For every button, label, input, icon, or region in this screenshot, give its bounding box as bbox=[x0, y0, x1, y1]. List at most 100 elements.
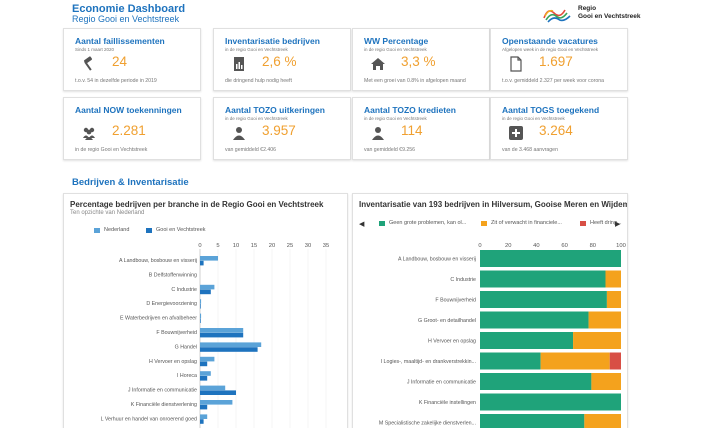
kpi-card[interactable]: Inventarisatie bedrijven in de regio Gooi… bbox=[213, 28, 351, 91]
kpi-value: 2,6 % bbox=[262, 54, 297, 69]
kpi-card[interactable]: Aantal TOZO kredieten in de regio Gooi en… bbox=[352, 97, 490, 160]
bar-geen-problemen[interactable] bbox=[480, 311, 589, 329]
bar-nederland[interactable] bbox=[200, 414, 208, 419]
kpi-footer: t.o.v. gemiddeld 2.327 per week voor cor… bbox=[502, 78, 604, 84]
bar-nederland[interactable] bbox=[200, 371, 211, 376]
bar-financiele-problemen[interactable] bbox=[584, 414, 621, 428]
kpi-card[interactable]: Aantal NOW toekenningen 2.281 in de regio … bbox=[63, 97, 201, 160]
kpi-title: Inventarisatie bedrijven bbox=[225, 36, 320, 46]
kpi-subtitle: Sinds 1 maart 2020 bbox=[75, 47, 115, 52]
kpi-title: Aantal faillissementen bbox=[75, 36, 165, 46]
bar-financiele-problemen[interactable] bbox=[591, 373, 621, 390]
plus-box-icon bbox=[508, 125, 524, 141]
legend-prev-icon[interactable]: ◀ bbox=[359, 221, 365, 228]
bar-gooi-vechtstreek[interactable] bbox=[200, 361, 208, 367]
bar-gooi-vechtstreek[interactable] bbox=[200, 304, 201, 309]
kpi-title: WW Percentage bbox=[364, 36, 429, 46]
kpi-subtitle: in de regio Gooi en Vechtstreek bbox=[225, 116, 288, 121]
kpi-footer: in de regio Gooi en Vechtstreek bbox=[75, 147, 148, 153]
category-label: E Waterbedrijven en afvalbeheer bbox=[120, 316, 197, 322]
x-tick-label: 30 bbox=[305, 243, 311, 249]
bar-gooi-vechtstreek[interactable] bbox=[200, 390, 236, 395]
kpi-card[interactable]: Aantal TOGS toegekend in de regio Gooi en… bbox=[490, 97, 628, 160]
person-icon bbox=[231, 125, 247, 141]
bar-nederland[interactable] bbox=[200, 299, 202, 304]
bar-financiele-problemen[interactable] bbox=[588, 311, 621, 329]
bar-gooi-vechtstreek[interactable] bbox=[200, 332, 244, 338]
bar-gooi-vechtstreek[interactable] bbox=[200, 318, 201, 323]
kpi-title: Openstaande vacatures bbox=[502, 36, 598, 46]
category-label: I Horeca bbox=[177, 373, 197, 379]
bar-gooi-vechtstreek[interactable] bbox=[200, 376, 208, 381]
bar-financiele-problemen[interactable] bbox=[605, 270, 621, 288]
bar-geen-problemen[interactable] bbox=[480, 352, 541, 370]
person-icon bbox=[370, 125, 386, 141]
bar-financiele-problemen[interactable] bbox=[540, 352, 610, 370]
bar-gooi-vechtstreek[interactable] bbox=[200, 419, 204, 424]
kpi-subtitle: in de regio Gooi en Vechtstreek bbox=[502, 116, 565, 121]
bar-gooi-vechtstreek[interactable] bbox=[200, 289, 211, 295]
section-title: Bedrijven & Inventarisatie bbox=[72, 177, 189, 188]
kpi-title: Aantal TOZO kredieten bbox=[364, 105, 456, 115]
legend-geen-problemen[interactable]: Geen grote problemen, kan ol... bbox=[379, 220, 466, 226]
kpi-footer: van de 3.468 aanvragen bbox=[502, 147, 558, 153]
legend-next-icon[interactable]: ▶ bbox=[615, 221, 621, 228]
bar-nederland[interactable] bbox=[200, 400, 233, 405]
bar-geen-problemen[interactable] bbox=[480, 373, 592, 390]
bar-geen-problemen[interactable] bbox=[480, 393, 621, 411]
category-label: C Industrie bbox=[171, 287, 197, 293]
chart-subtitle: Ten opzichte van Nederland bbox=[70, 210, 145, 216]
legend-financiele-problemen[interactable]: Zit of verwacht in financiele... bbox=[481, 220, 562, 226]
bar-geen-problemen[interactable] bbox=[480, 250, 621, 267]
inventarisatie-chart-panel: Inventarisatie van 193 bedrijven in Hilv… bbox=[352, 193, 628, 428]
bar-nederland[interactable] bbox=[200, 256, 218, 261]
category-label: A Landbouw, bosbouw en visserij bbox=[398, 257, 476, 263]
legend-nederland[interactable]: Nederland bbox=[94, 227, 129, 233]
legend-dringend[interactable]: Heeft dring... bbox=[580, 220, 622, 226]
legend-gooi[interactable]: Gooi en Vechtstreek bbox=[146, 227, 206, 233]
x-tick-label: 10 bbox=[233, 243, 239, 249]
document-icon bbox=[231, 56, 247, 72]
kpi-card[interactable]: Openstaande vacatures Afgelopen week in d… bbox=[490, 28, 628, 91]
bar-geen-problemen[interactable] bbox=[480, 270, 606, 288]
kpi-title: Aantal TOGS toegekend bbox=[502, 105, 600, 115]
category-label: M Specialistische zakelijke dienstverlen… bbox=[379, 421, 476, 427]
kpi-title: Aantal TOZO uitkeringen bbox=[225, 105, 325, 115]
bar-nederland[interactable] bbox=[200, 313, 202, 319]
category-label: J Informatie en communicatie bbox=[128, 388, 197, 394]
bar-dringend[interactable] bbox=[609, 352, 621, 370]
bar-nederland[interactable] bbox=[200, 284, 215, 290]
kpi-card[interactable]: Aantal faillissementen Sinds 1 maart 2020… bbox=[63, 28, 201, 91]
x-tick-label: 5 bbox=[216, 243, 219, 249]
kpi-subtitle: in de regio Gooi en Vechtstreek bbox=[364, 47, 427, 52]
bar-nederland[interactable] bbox=[200, 356, 215, 362]
category-label: G Groot- en detailhandel bbox=[418, 318, 476, 324]
bar-geen-problemen[interactable] bbox=[480, 291, 607, 308]
kpi-card[interactable]: WW Percentage in de regio Gooi en Vechtst… bbox=[352, 28, 490, 91]
kpi-value: 3.957 bbox=[262, 123, 296, 138]
kpi-footer: die dringend hulp nodig heeft bbox=[225, 78, 292, 84]
kpi-footer: van gemiddeld €2.406 bbox=[225, 147, 277, 153]
bar-gooi-vechtstreek[interactable] bbox=[200, 347, 258, 352]
kpi-subtitle: in de regio Gooi en Vechtstreek bbox=[225, 47, 288, 52]
x-tick-label: 20 bbox=[505, 243, 511, 249]
bar-financiele-problemen[interactable] bbox=[573, 332, 621, 349]
bar-financiele-problemen[interactable] bbox=[606, 291, 621, 308]
category-label: L Verhuur en handel van onroerend goed bbox=[101, 416, 197, 422]
branche-chart-panel: Percentage bedrijven per branche in de R… bbox=[63, 193, 348, 428]
branche-chart: 0 5 10 15 20 25 30 35 A Landbouw, bosbouw en vis… bbox=[101, 243, 329, 428]
bar-nederland[interactable] bbox=[200, 342, 262, 347]
bar-gooi-vechtstreek[interactable] bbox=[200, 260, 204, 266]
bar-nederland[interactable] bbox=[200, 385, 226, 391]
chart-title: Percentage bedrijven per branche in de R… bbox=[70, 200, 324, 209]
bar-geen-problemen[interactable] bbox=[480, 332, 574, 349]
page-title: Economie Dashboard bbox=[72, 3, 186, 15]
bar-gooi-vechtstreek[interactable] bbox=[200, 404, 208, 410]
bar-nederland[interactable] bbox=[200, 328, 244, 333]
category-label: D Energievoorziening bbox=[146, 301, 197, 307]
kpi-card[interactable]: Aantal TOZO uitkeringen in de regio Gooi … bbox=[213, 97, 351, 160]
bar-geen-problemen[interactable] bbox=[480, 414, 585, 428]
page-subtitle: Regio Gooi en Vechtstreek bbox=[72, 14, 180, 24]
kpi-value: 3.264 bbox=[539, 123, 573, 138]
kpi-value: 114 bbox=[401, 123, 423, 138]
